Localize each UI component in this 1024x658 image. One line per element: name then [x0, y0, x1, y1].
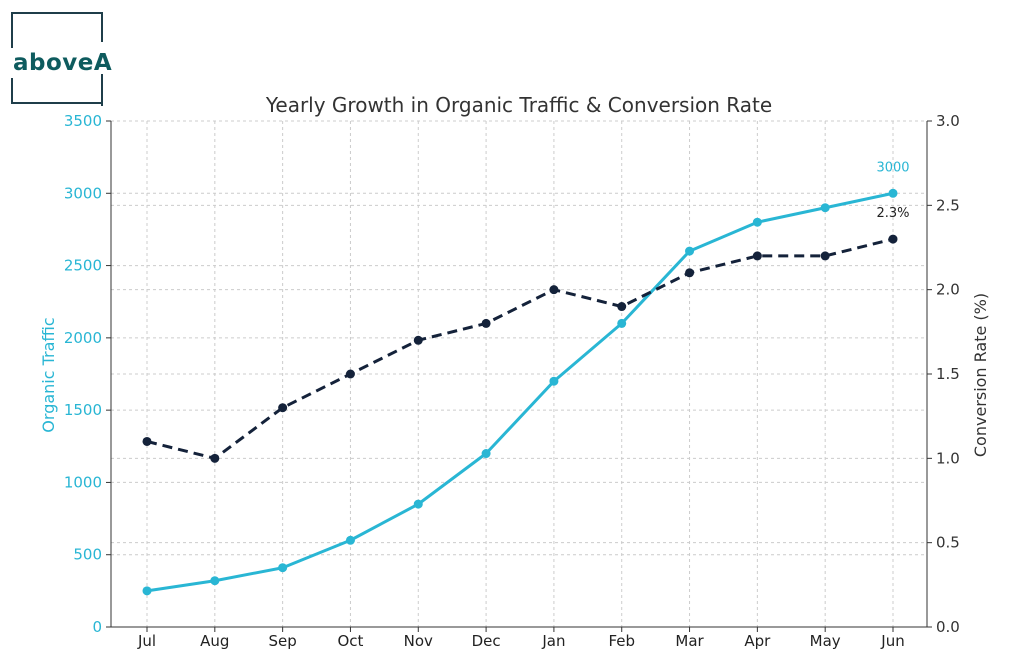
data-point-conversion-rate: [549, 285, 559, 295]
y-tick-label: 3500: [64, 112, 102, 130]
series-line-conversion-rate: [146, 237, 894, 460]
y2-tick-label: 0.5: [936, 534, 960, 552]
y2-tick-label: 3.0: [936, 112, 960, 130]
data-point-conversion-rate: [210, 453, 220, 463]
series-line-organic-traffic: [146, 191, 894, 593]
x-tick-label: Jun: [880, 632, 904, 650]
data-point-organic-traffic: [210, 576, 220, 586]
x-tick-label: Mar: [675, 632, 704, 650]
data-point-conversion-rate: [142, 436, 152, 446]
data-point-organic-traffic: [888, 188, 898, 198]
y2-tick-label: 1.0: [936, 449, 960, 467]
data-point-conversion-rate: [617, 302, 627, 312]
data-label: 3000: [876, 160, 909, 175]
data-point-organic-traffic: [752, 217, 762, 227]
data-point-conversion-rate: [888, 234, 898, 244]
data-point-organic-traffic: [481, 449, 491, 459]
x-tick-label: Oct: [337, 632, 363, 650]
logo-frame-right: [101, 74, 103, 106]
x-tick-label: Feb: [608, 632, 635, 650]
y2-tick-label: 1.5: [936, 365, 960, 383]
y-axis-label: Organic Traffic: [39, 317, 58, 432]
chart-title: Yearly Growth in Organic Traffic & Conve…: [265, 93, 772, 117]
data-point-organic-traffic: [413, 499, 423, 509]
axes: 0 500 1000 1500 2000 2500 3000 3500 0.0 0.5 1.0 1.5…: [64, 112, 960, 650]
series-layer: 3000 2.3%: [142, 160, 910, 596]
grid: [111, 120, 927, 628]
x-tick-label: Apr: [744, 632, 771, 650]
logo-text: aboveA: [11, 50, 115, 76]
data-point-conversion-rate: [278, 403, 288, 413]
x-tick-label: Sep: [268, 632, 296, 650]
y-tick-label: 1000: [64, 473, 102, 491]
x-tick-label: Nov: [404, 632, 433, 650]
data-point-organic-traffic: [278, 563, 288, 573]
x-tick-label: Jan: [541, 632, 565, 650]
data-point-organic-traffic: [685, 246, 695, 256]
x-tick-label: Jul: [137, 632, 156, 650]
data-point-conversion-rate: [685, 268, 695, 278]
y-tick-label: 500: [73, 546, 102, 564]
data-point-organic-traffic: [345, 535, 355, 545]
data-point-conversion-rate: [413, 335, 423, 345]
y2-tick-label: 2.5: [936, 196, 960, 214]
data-point-conversion-rate: [481, 318, 491, 328]
data-point-conversion-rate: [820, 251, 830, 261]
data-point-conversion-rate: [752, 251, 762, 261]
x-tick-label: Aug: [200, 632, 229, 650]
x-tick-label: Dec: [472, 632, 501, 650]
y-tick-label: 1500: [64, 401, 102, 419]
y2-axis-label: Conversion Rate (%): [971, 293, 990, 457]
logo-frame-bottom: [11, 102, 103, 104]
logo-frame-right-top: [101, 12, 103, 42]
data-point-organic-traffic: [617, 318, 627, 328]
data-point-organic-traffic: [142, 586, 152, 596]
y-tick-label: 2500: [64, 257, 102, 275]
data-point-conversion-rate: [345, 369, 355, 379]
y2-tick-label: 0.0: [936, 618, 960, 636]
y-tick-label: 0: [92, 618, 102, 636]
y-tick-label: 3000: [64, 184, 102, 202]
x-tick-label: May: [810, 632, 841, 650]
data-point-organic-traffic: [549, 376, 559, 386]
y-tick-label: 2000: [64, 329, 102, 347]
data-point-organic-traffic: [820, 203, 830, 213]
data-label: 2.3%: [876, 206, 909, 221]
logo: aboveA: [11, 12, 115, 106]
y2-tick-label: 2.0: [936, 281, 960, 299]
